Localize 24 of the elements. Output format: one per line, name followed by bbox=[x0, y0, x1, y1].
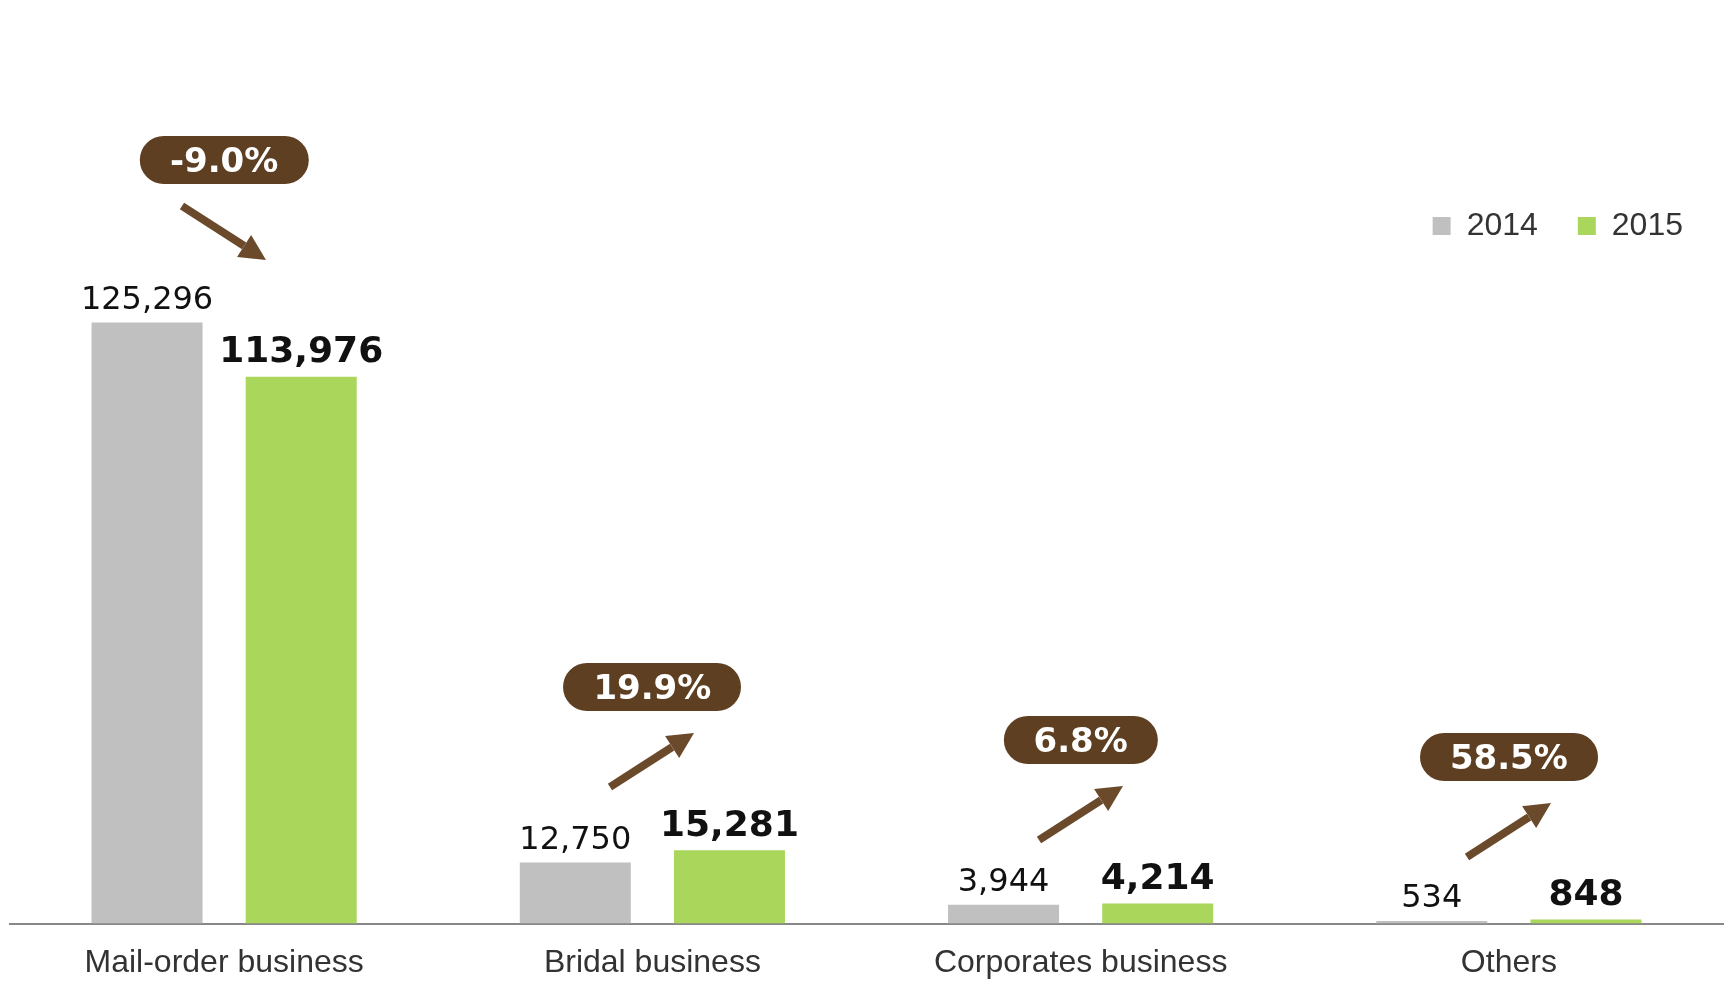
data-label: 12,750 bbox=[519, 818, 632, 857]
data-label: 15,281 bbox=[660, 802, 799, 844]
bar bbox=[245, 376, 357, 924]
bar bbox=[519, 862, 631, 924]
x-tick-label: Bridal business bbox=[543, 942, 761, 979]
x-tick-label: Corporates business bbox=[933, 942, 1228, 979]
text: -9.0% bbox=[139, 135, 309, 184]
legend-label: 2014 bbox=[1466, 205, 1538, 242]
data-label: 3,944 bbox=[957, 860, 1050, 899]
x-tick-label: Others bbox=[1460, 942, 1557, 979]
annotation: 58.5% bbox=[1419, 732, 1598, 781]
data-label: 125,296 bbox=[80, 278, 214, 317]
data-label: 4,214 bbox=[1100, 855, 1215, 897]
annotation: 19.9% bbox=[563, 663, 742, 712]
data-label: 113,976 bbox=[219, 329, 384, 371]
bar bbox=[948, 904, 1060, 924]
data-label: 534 bbox=[1401, 877, 1463, 916]
bar bbox=[1102, 903, 1214, 924]
data-label: 848 bbox=[1548, 871, 1624, 913]
bar bbox=[91, 322, 203, 924]
bar bbox=[673, 850, 785, 924]
legend-label: 2015 bbox=[1611, 205, 1683, 242]
annotation: 6.8% bbox=[1003, 716, 1158, 765]
x-tick-label: Mail-order business bbox=[84, 942, 364, 979]
